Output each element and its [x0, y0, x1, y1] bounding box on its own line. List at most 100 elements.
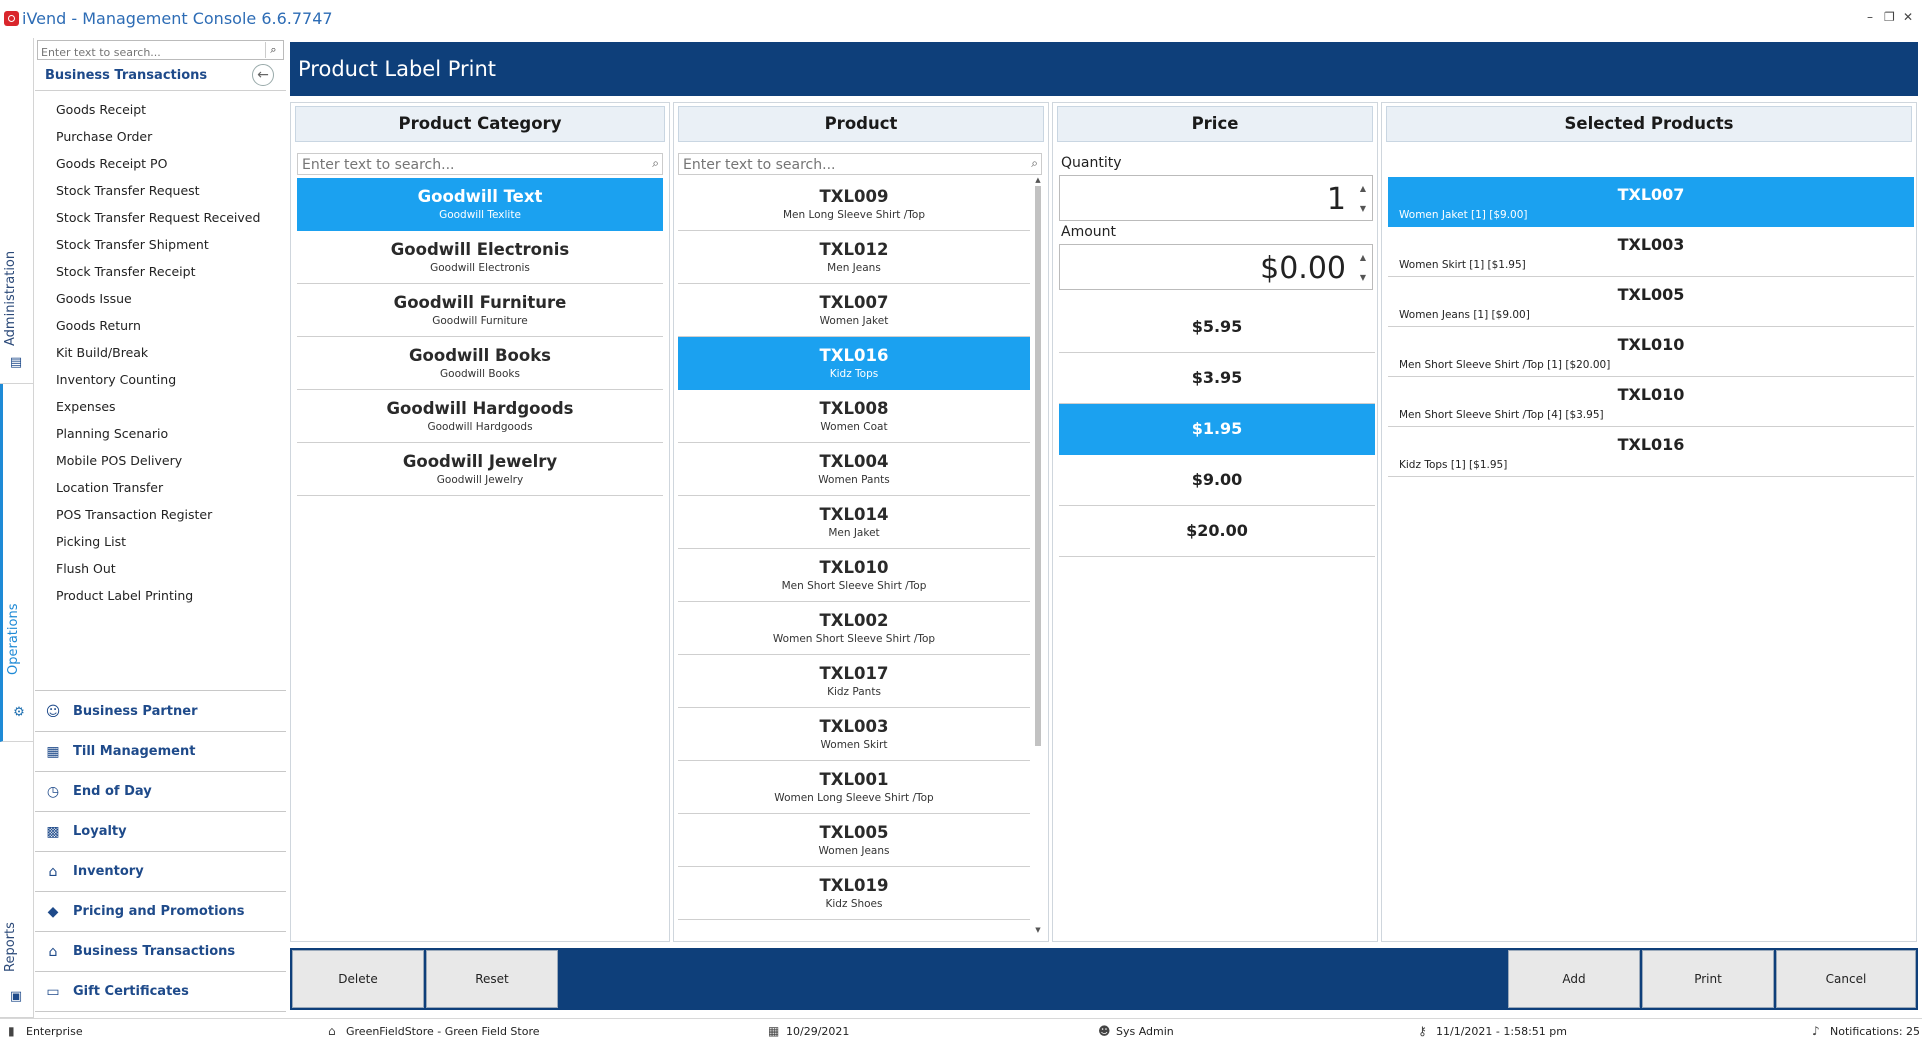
nav-group-business-partner[interactable]: ☺ Business Partner — [35, 692, 286, 732]
nav-item[interactable]: Planning Scenario — [56, 426, 169, 441]
edition-icon: ▮ — [8, 1024, 15, 1038]
product-tile[interactable]: TXL003 Women Skirt — [678, 708, 1030, 761]
status-notifications[interactable]: ♪ Notifications: 25 — [1812, 1024, 1920, 1038]
user-icon: ☻ — [1098, 1024, 1111, 1038]
nav-group-pricing-and-promotions[interactable]: ◆ Pricing and Promotions — [35, 892, 286, 932]
tab-reports[interactable]: Reports ▣ — [0, 742, 34, 1018]
product-tile[interactable]: TXL010 Men Short Sleeve Shirt /Top — [678, 549, 1030, 602]
product-tile[interactable]: TXL009 Men Long Sleeve Shirt /Top — [678, 178, 1030, 231]
back-arrow-icon[interactable]: ← — [252, 64, 274, 86]
nav-item[interactable]: Stock Transfer Shipment — [56, 237, 209, 252]
scrollbar-thumb[interactable] — [1035, 186, 1041, 746]
tab-reports-label: Reports — [3, 922, 18, 972]
category-tile[interactable]: Goodwill Text Goodwill Texlite — [297, 178, 663, 231]
category-search-input[interactable] — [298, 155, 640, 175]
nav-item[interactable]: POS Transaction Register — [56, 507, 213, 522]
selected-product-detail: Women Jeans [1] [$9.00] — [1399, 309, 1530, 321]
transactions-icon: ⌂ — [48, 944, 58, 960]
price-tile[interactable]: $5.95 — [1059, 302, 1375, 353]
scroll-down-arrow-icon[interactable]: ▼ — [1035, 926, 1041, 934]
product-tile[interactable]: TXL004 Women Pants — [678, 443, 1030, 496]
close-button[interactable]: ✕ — [1903, 10, 1914, 24]
price-tile[interactable]: $3.95 — [1059, 353, 1375, 404]
nav-item-list: Goods Receipt Purchase Order Goods Recei… — [56, 96, 284, 609]
product-search-input[interactable] — [679, 155, 1019, 175]
nav-group-loyalty[interactable]: ▩ Loyalty — [35, 812, 286, 852]
nav-item[interactable]: Stock Transfer Request — [56, 183, 200, 198]
product-tile[interactable]: TXL012 Men Jeans — [678, 231, 1030, 284]
minimize-button[interactable]: – — [1867, 10, 1873, 24]
price-tile[interactable]: $9.00 — [1059, 455, 1375, 506]
nav-item[interactable]: Stock Transfer Request Received — [56, 210, 261, 225]
nav-group-business-transactions[interactable]: ⌂ Business Transactions — [35, 932, 286, 972]
price-panel: Price Quantity 1 ▲ ▼ Amount $0.00 ▲ ▼ $5… — [1052, 102, 1378, 942]
product-tile[interactable]: TXL014 Men Jaket — [678, 496, 1030, 549]
quantity-stepper[interactable]: 1 ▲ ▼ — [1059, 175, 1373, 221]
restore-button[interactable]: ❐ — [1884, 10, 1895, 24]
nav-group-gift-certificates[interactable]: ▭ Gift Certificates — [35, 972, 286, 1012]
category-tile[interactable]: Goodwill Jewelry Goodwill Jewelry — [297, 443, 663, 496]
product-tile[interactable]: TXL017 Kidz Pants — [678, 655, 1030, 708]
price-tile[interactable]: $20.00 — [1059, 506, 1375, 557]
nav-group-inventory[interactable]: ⌂ Inventory — [35, 852, 286, 892]
nav-item[interactable]: Goods Issue — [56, 291, 132, 306]
selected-product-tile[interactable]: TXL010 Men Short Sleeve Shirt /Top [4] [… — [1388, 377, 1914, 427]
category-tile[interactable]: Goodwill Electronis Goodwill Electronis — [297, 231, 663, 284]
nav-item[interactable]: Inventory Counting — [56, 372, 177, 387]
clock-icon: ◷ — [46, 784, 60, 800]
product-tile[interactable]: TXL019 Kidz Shoes — [678, 867, 1030, 920]
print-button[interactable]: Print — [1642, 950, 1774, 1008]
category-tile[interactable]: Goodwill Hardgoods Goodwill Hardgoods — [297, 390, 663, 443]
nav-search-input[interactable] — [38, 43, 258, 62]
tab-operations[interactable]: Operations ⚙ — [0, 384, 34, 742]
product-tile[interactable]: TXL016 Kidz Tops — [678, 337, 1030, 390]
nav-group-end-of-day[interactable]: ◷ End of Day — [35, 772, 286, 812]
product-search-box: ⌕ — [678, 153, 1042, 175]
add-button[interactable]: Add — [1508, 950, 1640, 1008]
nav-item[interactable]: Location Transfer — [56, 480, 164, 495]
nav-item[interactable]: Purchase Order — [56, 129, 153, 144]
spin-up-icon[interactable]: ▲ — [1359, 184, 1366, 193]
selected-product-tile[interactable]: TXL003 Women Skirt [1] [$1.95] — [1388, 227, 1914, 277]
nav-item[interactable]: Flush Out — [56, 561, 116, 576]
quantity-value: 1 — [1326, 182, 1346, 217]
spin-up-icon[interactable]: ▲ — [1359, 253, 1366, 262]
nav-item[interactable]: Expenses — [56, 399, 116, 414]
product-tile[interactable]: TXL001 Women Long Sleeve Shirt /Top — [678, 761, 1030, 814]
selected-product-tile[interactable]: TXL010 Men Short Sleeve Shirt /Top [1] [… — [1388, 327, 1914, 377]
nav-group-till-management[interactable]: ▦ Till Management — [35, 732, 286, 772]
spin-down-icon[interactable]: ▼ — [1359, 204, 1366, 213]
nav-item[interactable]: Kit Build/Break — [56, 345, 149, 360]
search-icon[interactable]: ⌕ — [652, 156, 659, 170]
product-description: Men Short Sleeve Shirt /Top — [781, 580, 927, 592]
cancel-button[interactable]: Cancel — [1776, 950, 1916, 1008]
category-tile[interactable]: Goodwill Furniture Goodwill Furniture — [297, 284, 663, 337]
delete-button[interactable]: Delete — [292, 950, 424, 1008]
nav-item[interactable]: Goods Receipt — [56, 102, 147, 117]
price-tile[interactable]: $1.95 — [1059, 404, 1375, 455]
search-icon[interactable]: ⌕ — [265, 42, 281, 58]
product-tile[interactable]: TXL002 Women Short Sleeve Shirt /Top — [678, 602, 1030, 655]
product-tile[interactable]: TXL008 Women Coat — [678, 390, 1030, 443]
product-tile[interactable]: TXL005 Women Jeans — [678, 814, 1030, 867]
scroll-up-arrow-icon[interactable]: ▲ — [1035, 176, 1041, 184]
product-tile[interactable]: TXL007 Women Jaket — [678, 284, 1030, 337]
search-icon[interactable]: ⌕ — [1031, 156, 1038, 170]
nav-item[interactable]: Goods Receipt PO — [56, 156, 168, 171]
selected-product-tile[interactable]: TXL005 Women Jeans [1] [$9.00] — [1388, 277, 1914, 327]
product-scrollbar[interactable]: ▲ ▼ — [1033, 176, 1043, 936]
amount-stepper[interactable]: $0.00 ▲ ▼ — [1059, 244, 1373, 290]
tab-administration[interactable]: Administration ▤ — [0, 38, 34, 384]
reset-button[interactable]: Reset — [426, 950, 558, 1008]
category-tile[interactable]: Goodwill Books Goodwill Books — [297, 337, 663, 390]
nav-item[interactable]: Stock Transfer Receipt — [56, 264, 196, 279]
nav-item-product-label-printing[interactable]: Product Label Printing — [56, 588, 194, 603]
nav-item[interactable]: Mobile POS Delivery — [56, 453, 183, 468]
category-panel-header: Product Category — [295, 106, 665, 142]
nav-item[interactable]: Goods Return — [56, 318, 141, 333]
selected-product-tile[interactable]: TXL007 Women Jaket [1] [$9.00] — [1388, 177, 1914, 227]
nav-item[interactable]: Picking List — [56, 534, 127, 549]
product-code: TXL007 — [819, 293, 889, 312]
spin-down-icon[interactable]: ▼ — [1359, 273, 1366, 282]
selected-product-tile[interactable]: TXL016 Kidz Tops [1] [$1.95] — [1388, 427, 1914, 477]
